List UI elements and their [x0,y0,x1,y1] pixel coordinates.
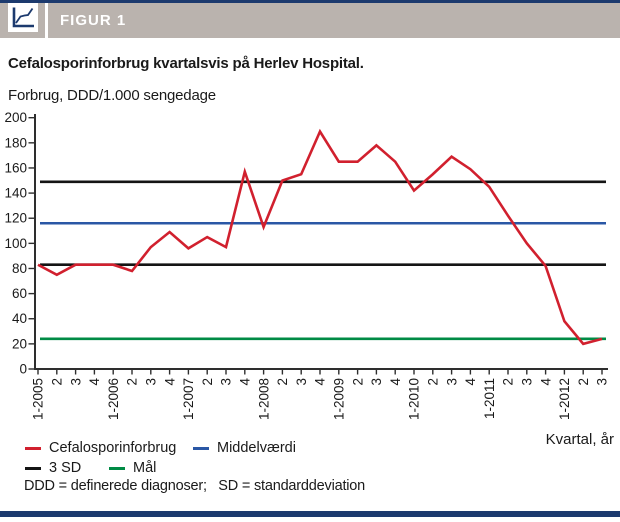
legend-label: Middelværdi [217,440,296,456]
y-tick-label: 40 [12,311,27,326]
x-tick-label: 2 [426,378,441,386]
x-tick-label: 4 [463,378,478,386]
legend-item-middelvaerdi: Middelværdi [193,440,296,456]
y-tick-label: 80 [12,261,27,276]
x-tick-label: 2 [350,378,365,386]
header-separator [45,3,48,38]
y-tick-label: 180 [4,135,27,150]
x-tick-label: 3 [444,378,459,386]
x-tick-label: 3 [520,378,535,386]
x-tick-label: 4 [87,378,102,386]
x-tick-label: 1-2007 [181,378,196,420]
x-tick-label: 1-2005 [31,378,46,420]
legend-item-3sd: 3 SD [25,460,109,476]
figure-header [0,3,620,38]
x-tick-label: 1-2008 [256,378,271,420]
x-tick-label: 3 [219,378,234,386]
chart-icon-box [8,3,38,32]
legend-row: 3 SD Mål [25,458,296,478]
x-tick-label: 3 [68,378,83,386]
legend-label: Mål [133,460,157,476]
y-tick-label: 20 [12,336,27,351]
x-tick-label: 4 [313,378,328,386]
blue-line-swatch [193,446,209,450]
x-tick-label: 1-2010 [407,378,422,420]
y-tick-label: 140 [4,186,27,201]
x-tick-label: 4 [388,378,403,386]
y-tick-label: 0 [19,362,27,377]
x-tick-label: 3 [144,378,159,386]
legend-item-maal: Mål [109,460,156,476]
x-tick-label: 3 [595,378,610,386]
legend: Cefalosporinforbrug Middelværdi 3 SD Mål [25,438,296,478]
x-tick-label: 4 [538,378,553,386]
figure-label: FIGUR 1 [60,12,127,29]
legend-row: Cefalosporinforbrug Middelværdi [25,438,296,458]
y-axis-title: Forbrug, DDD/1.000 sengedage [8,87,216,104]
y-tick-label: 120 [4,211,27,226]
x-tick-label: 1-2012 [557,378,572,420]
x-tick-label: 2 [125,378,140,386]
red-line-swatch [25,446,41,450]
series-cefalosporinforbrug [37,128,603,346]
page-title: Cefalosporinforbrug kvartalsvis på Herle… [8,55,364,72]
x-tick-label: 3 [294,378,309,386]
x-tick-label: 3 [369,378,384,386]
legend-label: Cefalosporinforbrug [49,440,177,456]
black-line-swatch [25,466,41,470]
line-chart-icon [12,7,34,28]
legend-item-cefalosporinforbrug: Cefalosporinforbrug [25,440,193,456]
x-tick-label: 1-2006 [106,378,121,420]
x-axis-title: Kvartal, år [545,431,614,448]
x-tick-label: 2 [50,378,65,386]
bottom-accent-bar [0,511,620,517]
legend-label: 3 SD [49,460,82,476]
green-line-swatch [109,466,125,470]
x-tick-label: 2 [200,378,215,386]
x-tick-label: 2 [576,378,591,386]
x-tick-label: 2 [501,378,516,386]
footnote: DDD = definerede diagnoser; SD = standar… [24,478,366,494]
y-tick-label: 200 [4,110,27,125]
x-tick-label: 4 [238,378,253,386]
top-accent-bar [0,0,620,3]
x-tick-label: 4 [162,378,177,386]
x-tick-label: 1-2009 [332,378,347,420]
y-tick-label: 160 [4,160,27,175]
x-tick-label: 1-2011 [482,378,497,419]
y-tick-label: 60 [12,286,27,301]
y-tick-label: 100 [4,236,27,251]
x-tick-label: 2 [275,378,290,386]
